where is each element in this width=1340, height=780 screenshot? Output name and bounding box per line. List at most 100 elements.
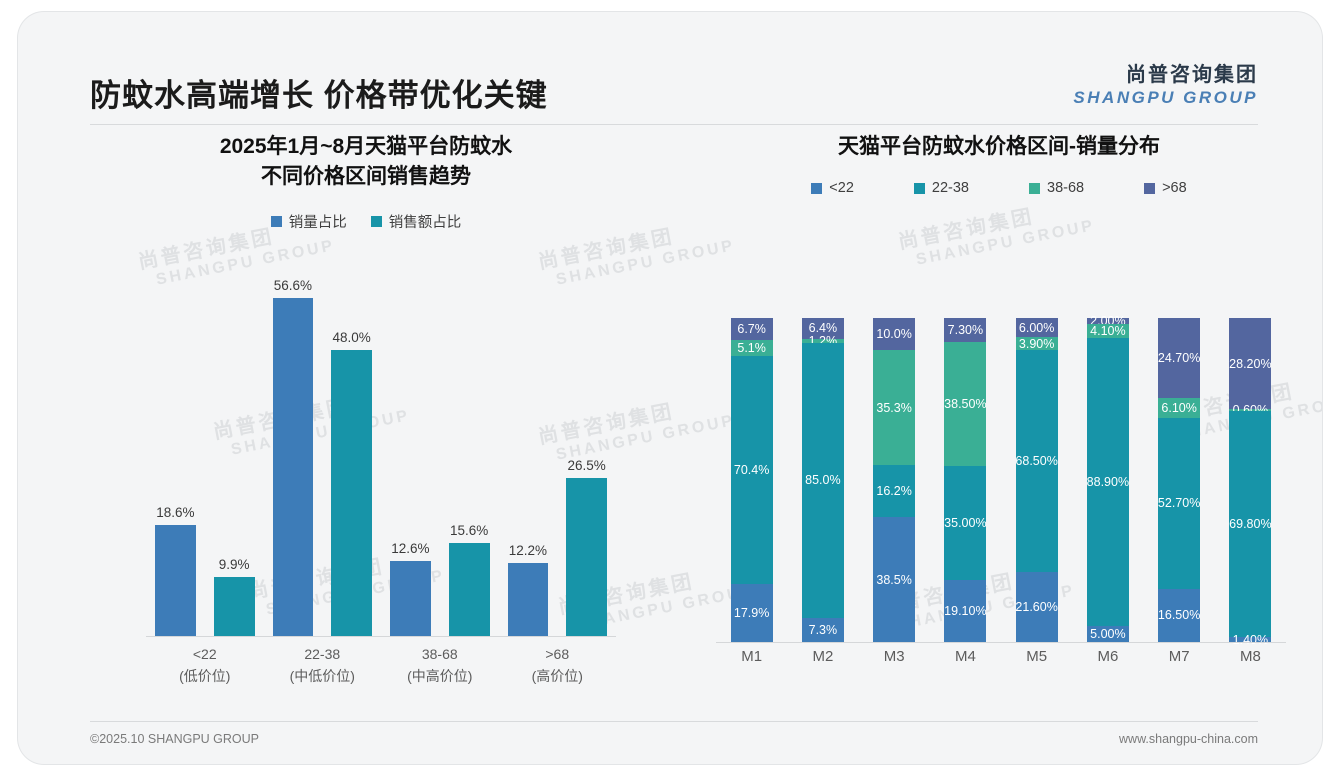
chart-left-title: 2025年1月~8月天猫平台防蚊水 不同价格区间销售趋势 [219, 135, 513, 189]
stack-value-label: 7.3% [808, 622, 838, 637]
legend-label: 22-38 [931, 180, 969, 197]
bar-value-label: 18.6% [156, 505, 195, 521]
x-tick-sublabel: (低价位) [179, 667, 231, 684]
bar-销售额占比-22-38[interactable]: 48.0% [331, 278, 372, 636]
x-tick-M2: M2 [812, 648, 834, 665]
stack-segment-<22: 17.9% [730, 584, 773, 643]
legend-item-销售额占比[interactable]: 销售额占比 [370, 211, 461, 232]
x-tick-label: >68 [545, 646, 570, 662]
stack-segment-<22: 21.60% [1015, 572, 1058, 642]
chart-right-legend: <22 22-38 38-68 >68 [694, 180, 1304, 196]
stack-segment-22-38: 88.90% [1086, 337, 1130, 626]
stack-value-label: 28.20% [1229, 356, 1272, 371]
legend-label: 38-68 [1047, 180, 1085, 197]
bar-rect [272, 298, 314, 636]
bar-销量占比-<22[interactable]: 18.6% [155, 278, 196, 636]
stack-value-label: 17.9% [733, 606, 770, 621]
stack-value-label: 3.90% [1018, 336, 1055, 351]
x-axis-line [146, 636, 616, 637]
bar-销售额占比-<22[interactable]: 9.9% [213, 278, 255, 636]
legend-item-38-68[interactable]: 38-68 [1029, 180, 1084, 196]
stack-value-label: 35.00% [944, 516, 987, 531]
stack-segment-22-38: 69.80% [1229, 411, 1272, 638]
stack-segment->68: 24.70% [1157, 318, 1201, 399]
legend-item-22-38[interactable]: 22-38 [913, 180, 969, 197]
stacked-bar-M4[interactable]: 7.30% 38.50% 35.00% 19.10% [944, 318, 987, 642]
stack-segment-38-68: 35.3% [873, 350, 916, 465]
bar-value-label: 56.6% [273, 278, 313, 294]
stack-value-label: 16.2% [876, 483, 912, 498]
legend-label: <22 [829, 180, 854, 197]
stack-value-label: 68.50% [1015, 454, 1058, 469]
legend-item-销量占比[interactable]: 销量占比 [270, 211, 347, 232]
stack-value-label: 38.5% [876, 572, 912, 587]
bar-销售额占比-38-68[interactable]: 15.6% [448, 278, 490, 636]
stack-segment-38-68: 38.50% [944, 341, 987, 467]
x-tick-sublabel: (高价位) [531, 667, 583, 684]
stack-value-label: 10.0% [876, 327, 912, 342]
stack-value-label: 6.10% [1161, 400, 1197, 415]
stacked-bar-M8[interactable]: 28.20%0.60%69.80%1.40% [1229, 318, 1272, 647]
stack-value-label: 24.70% [1157, 351, 1201, 365]
page-title: 防蚊水高端增长 价格带优化关键 [90, 78, 548, 113]
bar-rect [213, 576, 255, 636]
slide-header: 防蚊水高端增长 价格带优化关键 尚普咨询集团 SHANGPU GROUP [18, 12, 1322, 124]
chart-price-band-sales-trend: 2025年1月~8月天猫平台防蚊水 不同价格区间销售趋势 销量占比 销售额占比 1… [42, 132, 690, 712]
stack-segment->68: 10.0% [873, 318, 916, 351]
bar-rect [566, 477, 607, 636]
stack-value-label: 16.50% [1157, 608, 1201, 623]
x-tick-label: <22 [192, 646, 217, 662]
legend-swatch-icon [1029, 182, 1040, 194]
header-divider [90, 124, 1258, 125]
stack-segment->68: 7.30% [944, 318, 987, 342]
footer-copyright: ©2025.10 SHANGPU GROUP [90, 732, 259, 746]
bar-value-label: 15.6% [449, 522, 489, 538]
legend-swatch-icon [1144, 182, 1156, 194]
bar-rect [390, 560, 431, 636]
x-axis-line [716, 642, 1286, 643]
bar-value-label: 9.9% [218, 556, 250, 572]
stack-segment-22-38: 35.00% [944, 466, 987, 580]
bar-rect [507, 563, 549, 636]
bar-value-label: 48.0% [332, 329, 371, 345]
chart-right-title: 天猫平台防蚊水价格区间-销量分布 [838, 135, 1160, 158]
grouped-bar-plot: 18.6% 9.9% 56.6% 48.0% 12.6% 15.6% 12.2% 26.5% [146, 278, 616, 636]
stack-value-label: 6.00% [1018, 320, 1055, 335]
stack-segment-22-38: 85.0% [801, 342, 844, 618]
stack-value-label: 52.70% [1157, 496, 1201, 511]
stack-value-label: 19.10% [944, 603, 987, 618]
legend-item-<22[interactable]: <22 [811, 180, 854, 196]
stack-value-label: 88.90% [1086, 474, 1130, 489]
stack-segment-<22: 1.40% [1229, 633, 1272, 647]
x-axis-categories: M1 M2 M3 M4 M5 M6 M7 M8 [716, 648, 1286, 678]
stacked-bar-M3[interactable]: 10.0% 35.3% 16.2% 38.5% [873, 318, 916, 642]
stack-value-label: 6.7% [737, 321, 766, 336]
x-tick-M8: M8 [1239, 648, 1261, 665]
stacked-bar-M6[interactable]: 2.00% 4.10% 88.90% 5.00% [1086, 314, 1130, 642]
bar-销量占比-38-68[interactable]: 12.6% [390, 278, 431, 636]
stacked-bar-plot: 6.7% 5.1% 70.4% 17.9% 6.4% 1.2% 85.0% 7.3% 10.0%… [716, 314, 1286, 647]
x-tick-M1: M1 [741, 648, 763, 665]
stack-segment-<22: 19.10% [944, 579, 987, 642]
bar-rect [331, 349, 372, 636]
legend-item->68[interactable]: >68 [1144, 180, 1187, 196]
x-axis-categories: <22 (低价位) 22-38 (中低价位) 38-68 (中高价位) >68 (高价位) [146, 644, 616, 704]
stack-value-label: 35.3% [876, 400, 912, 415]
bar-value-label: 12.6% [391, 540, 430, 556]
stacked-bar-M7[interactable]: 24.70% 6.10% 52.70% 16.50% [1158, 318, 1200, 642]
stack-segment->68: 6.4% [801, 318, 844, 339]
stacked-bar-M1[interactable]: 6.7% 5.1% 70.4% 17.9% [730, 318, 773, 643]
stack-segment-22-38: 52.70% [1157, 417, 1201, 589]
bar-销量占比-22-38[interactable]: 56.6% [272, 278, 314, 636]
bar-value-label: 12.2% [508, 543, 548, 559]
bar-销售额占比->68[interactable]: 26.5% [566, 278, 607, 636]
chart-left-legend: 销量占比 销售额占比 [42, 211, 690, 232]
chart-price-band-volume-distribution: 天猫平台防蚊水价格区间-销量分布 <22 22-38 38-68 >68 6.7% 5.… [694, 132, 1304, 712]
stack-segment-<22: 5.00% [1086, 625, 1129, 642]
stacked-bar-M2[interactable]: 6.4% 1.2% 85.0% 7.3% [801, 318, 844, 642]
legend-swatch-icon [811, 182, 823, 194]
stacked-bar-M5[interactable]: 6.00% 3.90% 68.50% 21.60% [1015, 318, 1058, 642]
stack-value-label: 6.4% [808, 321, 838, 336]
bar-销量占比->68[interactable]: 12.2% [507, 278, 549, 636]
bar-group: 12.6% 15.6% [381, 278, 499, 636]
